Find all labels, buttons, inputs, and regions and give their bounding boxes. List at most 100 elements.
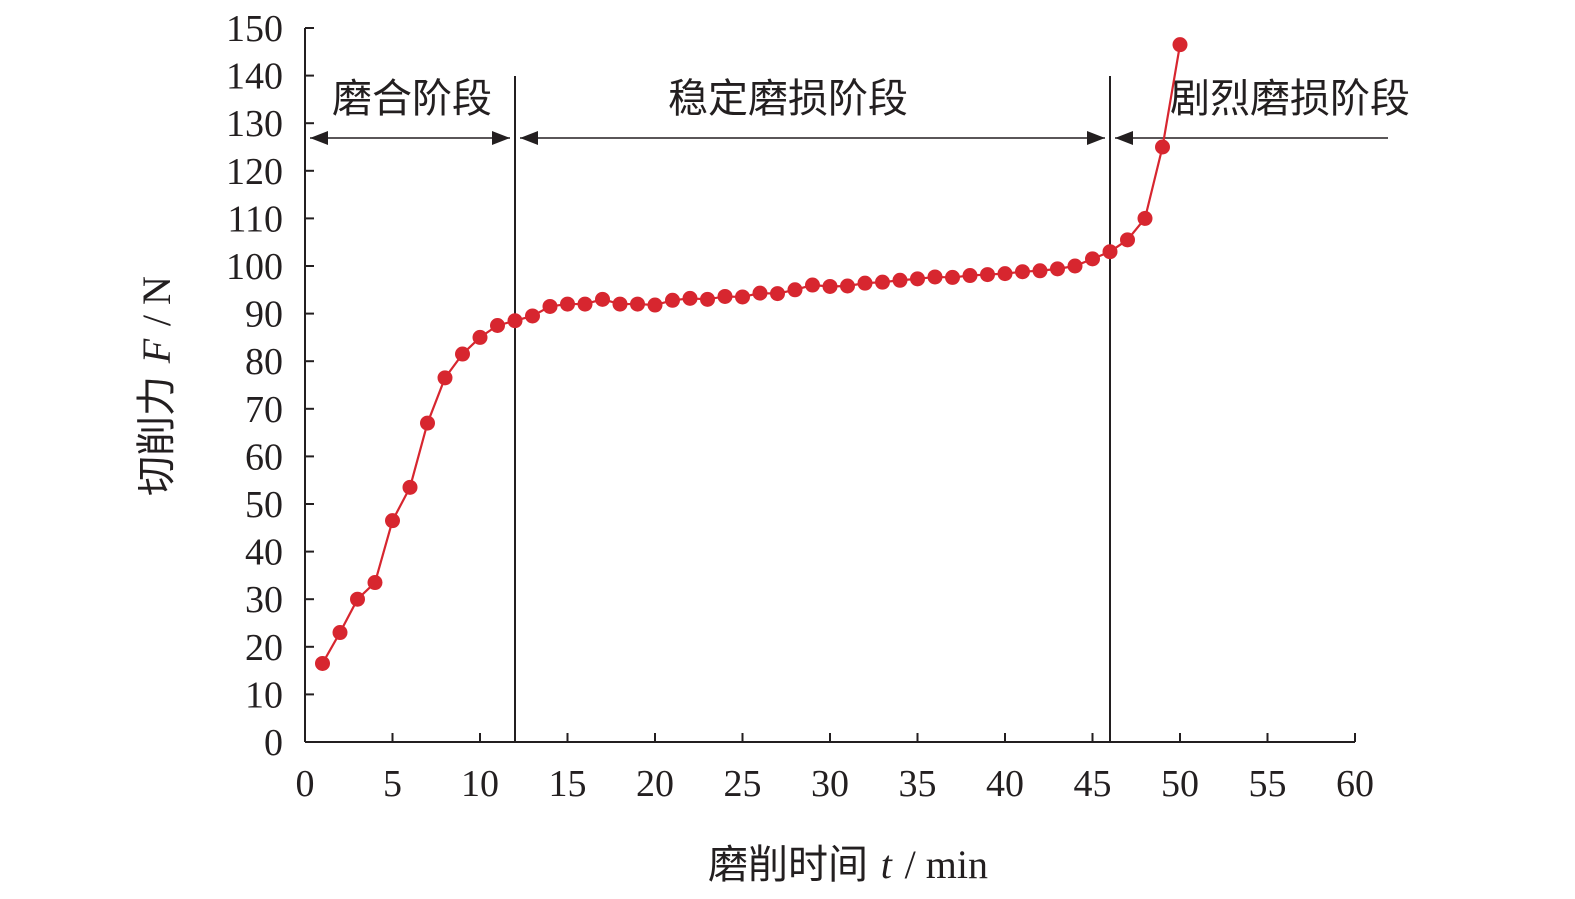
data-point-23	[700, 291, 715, 307]
x-tick-label-5: 5	[383, 763, 402, 805]
data-point-4	[367, 575, 383, 591]
stage-2-arrow-right	[1087, 131, 1105, 145]
y-axis-title: 切削力 F / N	[134, 276, 180, 496]
y-tick-label-140: 140	[226, 56, 283, 98]
y-tick-label-40: 40	[245, 532, 283, 574]
x-tick-label-10: 10	[461, 763, 499, 805]
x-tick-label-30: 30	[811, 763, 849, 805]
x-axis-title-text: 磨削时间	[708, 842, 868, 888]
y-tick-label-20: 20	[245, 627, 283, 669]
data-point-42	[1032, 263, 1048, 279]
stage-labels: 磨合阶段 稳定磨损阶段 剧烈磨损阶段	[332, 76, 1410, 122]
data-point-6	[402, 479, 418, 495]
data-point-20	[647, 297, 663, 313]
data-point-39	[980, 267, 995, 283]
y-tick-label-30: 30	[245, 579, 283, 621]
y-tick-label-100: 100	[226, 246, 283, 288]
data-point-1	[315, 655, 330, 671]
data-point-30	[822, 278, 838, 294]
x-tick-label-45: 45	[1074, 763, 1112, 805]
data-point-19	[630, 296, 645, 312]
y-tick-label-60: 60	[245, 436, 283, 478]
y-tick-label-110: 110	[227, 198, 283, 240]
x-tick-label-50: 50	[1161, 763, 1199, 805]
y-axis-title-unit: / N	[134, 276, 179, 326]
data-point-27	[770, 286, 785, 302]
data-point-2	[332, 625, 348, 641]
x-tick-label-0: 0	[296, 763, 315, 805]
data-point-41	[1015, 264, 1030, 280]
x-axis-title: 磨削时间 t / min	[708, 842, 988, 888]
data-point-47	[1120, 232, 1135, 248]
stage-1-arrow-left	[310, 131, 328, 145]
data-point-33	[875, 274, 890, 290]
stage-label-1: 磨合阶段	[332, 76, 492, 122]
data-point-5	[385, 513, 400, 529]
data-point-31	[840, 278, 855, 294]
data-point-3	[350, 591, 365, 607]
data-point-35	[910, 271, 925, 287]
data-point-28	[787, 282, 803, 298]
y-tick-label-10: 10	[245, 674, 283, 716]
x-tick-label-15: 15	[549, 763, 587, 805]
data-point-12	[507, 313, 523, 329]
y-axis-title-symbol: F	[134, 338, 179, 364]
series	[315, 37, 1188, 671]
data-point-9	[455, 346, 470, 362]
y-axis-ticks: 0 10 20 30 40 50 60 70 80 90 100 110 120 130 140 150	[226, 8, 314, 764]
y-tick-label-80: 80	[245, 341, 283, 383]
data-point-15	[560, 296, 575, 312]
x-tick-label-25: 25	[724, 763, 762, 805]
y-tick-label-130: 130	[226, 103, 283, 145]
data-point-43	[1050, 261, 1065, 277]
y-tick-label-70: 70	[245, 389, 283, 431]
stage-2-arrow-left	[520, 131, 538, 145]
stage-3-arrow-left	[1115, 131, 1133, 145]
axes	[304, 28, 1355, 743]
data-point-40	[997, 266, 1013, 282]
data-point-17	[595, 291, 610, 307]
x-tick-label-35: 35	[899, 763, 937, 805]
data-point-25	[735, 289, 750, 305]
data-point-14	[542, 298, 558, 314]
x-tick-label-60: 60	[1336, 763, 1374, 805]
x-axis-ticks: 0 5 10 15 20 25 30 35 40 45 50 55 60	[296, 733, 1374, 805]
y-tick-label-90: 90	[245, 294, 283, 336]
x-tick-label-20: 20	[636, 763, 674, 805]
data-point-24	[717, 288, 733, 304]
data-point-48	[1137, 210, 1153, 226]
data-point-32	[857, 275, 873, 291]
x-tick-label-40: 40	[986, 763, 1024, 805]
data-point-11	[490, 318, 505, 333]
y-tick-label-150: 150	[226, 8, 283, 50]
data-point-34	[892, 272, 908, 288]
data-point-37	[945, 269, 960, 285]
data-point-38	[962, 268, 978, 284]
data-point-22	[682, 290, 698, 306]
data-point-7	[420, 415, 435, 431]
stage-1-arrow-right	[492, 131, 510, 145]
data-point-50	[1172, 37, 1188, 53]
x-axis-title-unit: / min	[905, 842, 988, 887]
stage-boundaries	[310, 76, 1388, 742]
data-point-46	[1102, 244, 1118, 260]
data-point-13	[525, 308, 540, 324]
y-tick-label-50: 50	[245, 484, 283, 526]
data-point-10	[472, 329, 488, 345]
data-point-16	[577, 296, 593, 312]
data-point-44	[1067, 258, 1083, 274]
stage-label-2: 稳定磨损阶段	[668, 76, 908, 122]
data-point-21	[665, 292, 680, 308]
data-point-29	[805, 277, 820, 293]
stage-label-3: 剧烈磨损阶段	[1170, 76, 1410, 122]
y-axis-title-text: 切削力	[134, 376, 180, 496]
data-point-36	[927, 269, 943, 285]
data-point-8	[437, 370, 453, 386]
x-tick-label-55: 55	[1249, 763, 1287, 805]
data-point-49	[1155, 139, 1170, 155]
x-axis-title-symbol: t	[881, 842, 893, 887]
y-tick-label-120: 120	[226, 151, 283, 193]
y-tick-label-0: 0	[264, 722, 283, 764]
data-point-26	[752, 285, 768, 301]
